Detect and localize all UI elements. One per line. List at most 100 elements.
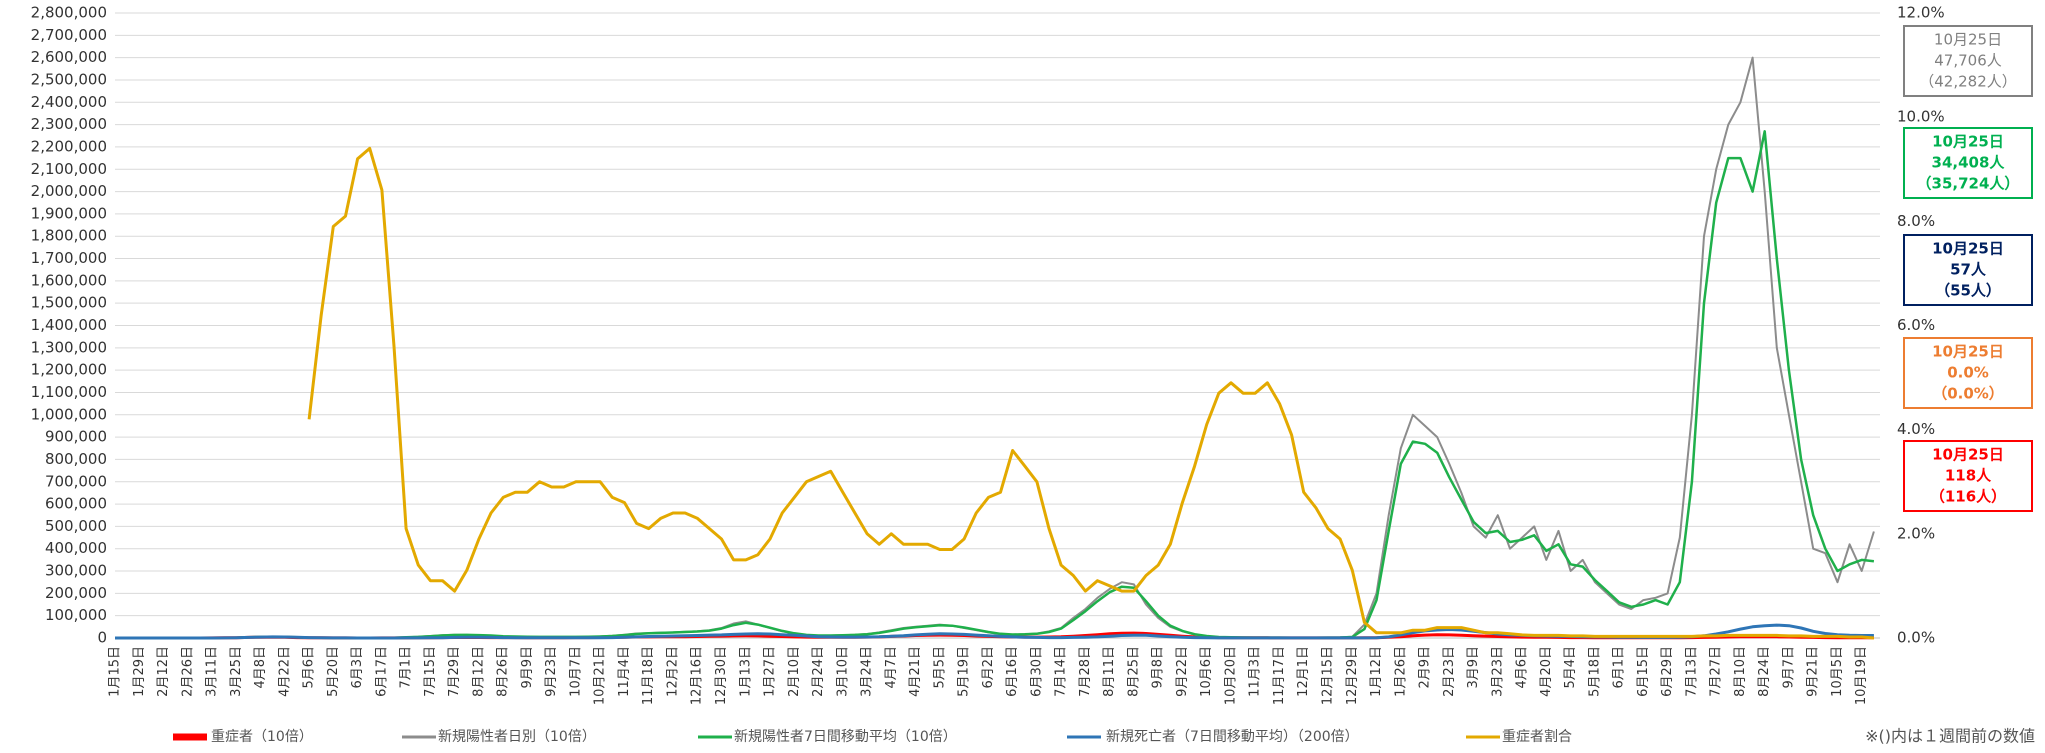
callout-box — [1903, 234, 2033, 306]
x-tick-label: 3月11日 — [205, 646, 220, 697]
y-tick-label: 1,500,000 — [31, 294, 107, 312]
y-tick-label: 500,000 — [45, 517, 107, 535]
y-tick-label: 0 — [97, 629, 107, 647]
callout-text: 118人 — [1945, 467, 1992, 485]
x-tick-label: 6月29日 — [1660, 646, 1675, 697]
x-tick-label: 11月18日 — [641, 646, 656, 705]
x-tick-label: 8月10日 — [1733, 646, 1748, 697]
callout-text: （42,282人） — [1919, 73, 2017, 91]
x-tick-label: 9月7日 — [1781, 646, 1796, 689]
y-tick-label: 1,100,000 — [31, 383, 107, 401]
y-tick-label: 1,400,000 — [31, 316, 107, 334]
x-tick-label: 4月6日 — [1515, 646, 1530, 689]
x-tick-label: 6月17日 — [374, 646, 389, 697]
note: ※()内は１週間前の数値 — [1865, 727, 2035, 746]
x-tick-label: 5月19日 — [957, 646, 972, 697]
x-tick-label: 7月13日 — [1684, 646, 1699, 697]
x-tick-label: 11月4日 — [617, 646, 632, 697]
y-tick-label: 2,600,000 — [31, 48, 107, 66]
y-tick-label: 100,000 — [45, 606, 107, 624]
y2-tick-label: 10.0% — [1897, 108, 1945, 126]
y-tick-label: 700,000 — [45, 472, 107, 490]
callout-text: （116人） — [1930, 488, 2006, 506]
callout-text: （55人） — [1935, 282, 2001, 300]
y-tick-label: 2,700,000 — [31, 26, 107, 44]
callout-text: 10月25日 — [1934, 31, 2002, 49]
callout-text: 10月25日 — [1932, 343, 2004, 361]
y-tick-label: 1,200,000 — [31, 361, 107, 379]
x-tick-label: 10月5日 — [1830, 646, 1845, 697]
y-tick-label: 2,100,000 — [31, 160, 107, 178]
x-tick-label: 3月10日 — [835, 646, 850, 697]
x-tick-label: 7月15日 — [423, 646, 438, 697]
callout-text: （35,724人） — [1917, 175, 2020, 193]
x-tick-label: 1月13日 — [738, 646, 753, 697]
x-tick-label: 2月9日 — [1418, 646, 1433, 689]
legend-label: 重症者割合 — [1502, 728, 1572, 745]
x-tick-label: 6月1日 — [1612, 646, 1627, 689]
y-tick-label: 600,000 — [45, 495, 107, 513]
x-tick-label: 1月12日 — [1369, 646, 1384, 697]
x-tick-label: 6月2日 — [981, 646, 996, 689]
x-tick-label: 12月2日 — [665, 646, 680, 697]
x-tick-label: 2月23日 — [1442, 646, 1457, 697]
legend-label: 新規陽性者日別（10倍） — [438, 729, 596, 745]
callout-text: 10月25日 — [1932, 240, 2004, 258]
x-tick-label: 5月5日 — [932, 646, 947, 689]
y-tick-label: 1,900,000 — [31, 204, 107, 222]
y-tick-label: 400,000 — [45, 539, 107, 557]
x-tick-label: 10月20日 — [1223, 646, 1238, 705]
series-line — [115, 130, 1875, 640]
y2-tick-label: 8.0% — [1897, 212, 1935, 230]
x-tick-label: 3月23日 — [1490, 646, 1505, 697]
x-tick-label: 9月22日 — [1175, 646, 1190, 697]
x-tick-label: 5月6日 — [302, 646, 317, 689]
x-tick-label: 10月21日 — [593, 646, 608, 705]
x-tick-label: 11月17日 — [1272, 646, 1287, 705]
callout-text: 57人 — [1950, 261, 1987, 279]
y-tick-label: 300,000 — [45, 562, 107, 580]
y-tick-label: 2,500,000 — [31, 70, 107, 88]
x-tick-label: 4月7日 — [884, 646, 899, 689]
y2-tick-label: 4.0% — [1897, 420, 1935, 438]
y-tick-label: 2,400,000 — [31, 93, 107, 111]
x-tick-label: 3月24日 — [860, 646, 875, 697]
x-tick-label: 12月29日 — [1345, 646, 1360, 705]
x-tick-label: 12月1日 — [1296, 646, 1311, 697]
y-tick-label: 2,000,000 — [31, 182, 107, 200]
x-tick-label: 2月12日 — [156, 646, 171, 697]
y-tick-label: 1,300,000 — [31, 338, 107, 356]
y2-tick-label: 12.0% — [1897, 4, 1945, 22]
x-tick-label: 9月8日 — [1151, 646, 1166, 689]
x-tick-label: 10月19日 — [1854, 646, 1869, 705]
x-tick-label: 3月9日 — [1466, 646, 1481, 689]
callout-text: 10月25日 — [1932, 446, 2004, 464]
x-tick-label: 8月11日 — [1102, 646, 1117, 697]
x-tick-label: 12月30日 — [714, 646, 729, 705]
x-tick-label: 9月21日 — [1806, 646, 1821, 697]
y-tick-label: 1,000,000 — [31, 405, 107, 423]
callout-text: （0.0%） — [1932, 385, 2004, 403]
x-tick-label: 8月24日 — [1757, 646, 1772, 697]
callout-box — [1903, 25, 2033, 97]
x-tick-label: 5月4日 — [1563, 646, 1578, 689]
x-tick-label: 1月15日 — [108, 646, 123, 697]
x-tick-label: 6月15日 — [1636, 646, 1651, 697]
x-tick-label: 2月24日 — [811, 646, 826, 697]
x-tick-label: 8月25日 — [1126, 646, 1141, 697]
x-tick-label: 6月3日 — [350, 646, 365, 689]
x-tick-label: 4月22日 — [277, 646, 292, 697]
x-tick-label: 2月26日 — [180, 646, 195, 697]
x-tick-label: 10月7日 — [568, 646, 583, 697]
callout-text: 10月25日 — [1932, 133, 2004, 151]
x-tick-label: 7月28日 — [1078, 646, 1093, 697]
y-tick-label: 1,800,000 — [31, 227, 107, 245]
callout-text: 0.0% — [1947, 364, 1989, 382]
x-tick-label: 7月14日 — [1054, 646, 1069, 697]
x-tick-label: 3月25日 — [229, 646, 244, 697]
x-tick-label: 11月3日 — [1248, 646, 1263, 697]
legend-label: 新規陽性者7日間移動平均（10倍） — [734, 729, 957, 745]
y2-tick-label: 2.0% — [1897, 524, 1935, 542]
x-tick-label: 5月18日 — [1587, 646, 1602, 697]
